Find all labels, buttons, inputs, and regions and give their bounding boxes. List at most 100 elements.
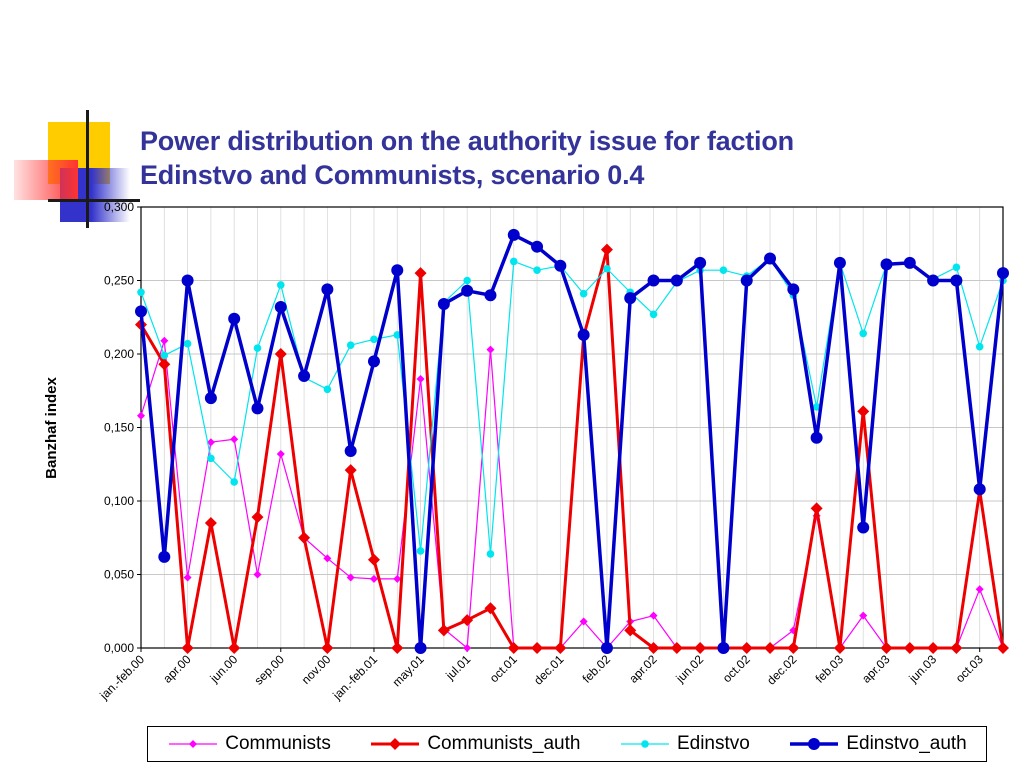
- data-point: [251, 402, 264, 415]
- legend-item: Edinstvo_auth: [788, 733, 967, 755]
- data-point: [389, 738, 402, 750]
- data-point: [393, 331, 402, 339]
- data-point: [251, 511, 264, 524]
- data-point: [183, 573, 192, 582]
- data-point: [370, 335, 378, 344]
- series-line: [139, 248, 1005, 650]
- legend-swatch: [371, 738, 420, 750]
- data-point: [531, 240, 544, 253]
- data-point: [649, 611, 658, 620]
- series-line: [140, 340, 1004, 649]
- data-point: [207, 454, 215, 463]
- data-point: [717, 642, 730, 654]
- x-tick-label: jun.02: [673, 652, 707, 686]
- decor-vertical-line: [86, 110, 89, 228]
- data-point: [321, 642, 334, 654]
- data-point: [391, 264, 404, 277]
- data-point: [880, 258, 893, 271]
- data-point: [274, 300, 287, 313]
- data-point: [160, 351, 169, 360]
- series: [135, 228, 1009, 654]
- data-point: [158, 358, 171, 371]
- y-tick-label: 0,250: [104, 274, 134, 288]
- data-point: [808, 738, 821, 750]
- data-point: [624, 624, 637, 637]
- data-point: [344, 464, 357, 477]
- data-point: [554, 642, 567, 654]
- x-tick-label: jun.00: [207, 652, 241, 686]
- data-point: [857, 405, 870, 418]
- data-point: [903, 642, 916, 654]
- data-point: [298, 370, 311, 383]
- y-tick-label: 0,000: [104, 641, 134, 655]
- data-point: [206, 438, 215, 447]
- legend-item: Communists: [167, 733, 331, 755]
- y-tick-label: 0,300: [104, 200, 134, 214]
- data-point: [997, 642, 1009, 654]
- legend-swatch: [620, 740, 669, 748]
- data-point: [950, 642, 963, 654]
- data-point: [298, 531, 311, 544]
- decor-horizontal-line: [48, 199, 140, 202]
- x-tick-label: jan.-feb.00: [96, 652, 147, 703]
- data-point: [204, 517, 217, 530]
- data-point: [276, 449, 285, 458]
- data-point: [719, 266, 728, 275]
- data-point: [579, 617, 588, 626]
- x-tick-label: jul.01: [442, 652, 473, 683]
- x-tick-label: may.01: [390, 652, 427, 689]
- y-tick-label: 0,050: [104, 568, 134, 582]
- data-point: [274, 348, 287, 360]
- data-point: [344, 445, 357, 458]
- legend-label: Communists_auth: [427, 733, 581, 754]
- data-point: [927, 642, 940, 654]
- data-point: [189, 740, 198, 748]
- data-point: [833, 256, 846, 269]
- data-point: [952, 263, 961, 272]
- data-point: [369, 574, 378, 583]
- data-point: [880, 642, 893, 654]
- data-point: [158, 550, 171, 563]
- data-point: [181, 274, 194, 287]
- data-point: [649, 310, 658, 319]
- x-tick-label: apr.02: [626, 652, 660, 686]
- legend-label: Communists: [225, 733, 331, 754]
- data-point: [740, 642, 753, 654]
- data-point: [230, 435, 239, 444]
- data-point: [859, 611, 868, 620]
- legend-item: Edinstvo: [619, 733, 750, 755]
- data-point: [670, 642, 683, 654]
- data-point: [507, 228, 520, 241]
- x-tick-label: feb.02: [580, 652, 614, 686]
- data-point: [228, 312, 241, 325]
- data-point: [579, 289, 588, 298]
- series-line: [140, 257, 1004, 555]
- data-point: [647, 274, 660, 287]
- data-point: [137, 411, 145, 420]
- x-tick-label: sep.00: [252, 652, 288, 688]
- data-point: [810, 431, 823, 444]
- data-point: [812, 403, 821, 411]
- data-point: [391, 642, 404, 654]
- x-tick-label: apr.03: [859, 652, 893, 686]
- decor-red-bar: [14, 160, 78, 200]
- data-point: [367, 355, 380, 368]
- data-point: [416, 374, 425, 383]
- data-point: [346, 341, 355, 349]
- data-point: [600, 642, 613, 654]
- legend-swatch: [169, 740, 218, 748]
- data-point: [416, 547, 425, 555]
- x-tick-label: oct.02: [720, 652, 753, 685]
- series-edinstvo-auth: [135, 228, 1009, 654]
- data-point: [137, 288, 145, 297]
- data-point: [437, 624, 450, 637]
- legend-item: Communists_auth: [369, 733, 580, 755]
- data-point: [346, 573, 355, 582]
- x-tick-label: apr.00: [160, 652, 194, 686]
- slide-title-line-2: Edinstvo and Communists, scenario 0.4: [140, 160, 645, 190]
- data-point: [414, 267, 427, 280]
- data-point: [624, 292, 637, 305]
- data-point: [253, 570, 262, 579]
- y-tick-label: 0,200: [104, 347, 134, 361]
